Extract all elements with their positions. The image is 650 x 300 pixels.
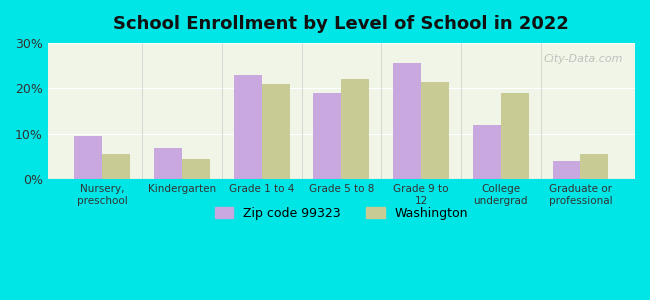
Bar <box>552 161 580 179</box>
Title: School Enrollment by Level of School in 2022: School Enrollment by Level of School in … <box>114 15 569 33</box>
Bar <box>154 148 182 179</box>
Bar <box>421 82 449 179</box>
Bar <box>580 154 608 179</box>
Bar <box>473 125 501 179</box>
Bar <box>75 136 102 179</box>
Bar <box>313 93 341 179</box>
Bar <box>182 159 210 179</box>
Bar <box>262 84 289 179</box>
Bar <box>393 63 421 179</box>
Bar <box>500 93 528 179</box>
Text: City-Data.com: City-Data.com <box>544 54 623 64</box>
Legend: Zip code 99323, Washington: Zip code 99323, Washington <box>209 202 473 225</box>
Bar <box>102 154 130 179</box>
Bar <box>341 79 369 179</box>
Bar <box>234 75 262 179</box>
